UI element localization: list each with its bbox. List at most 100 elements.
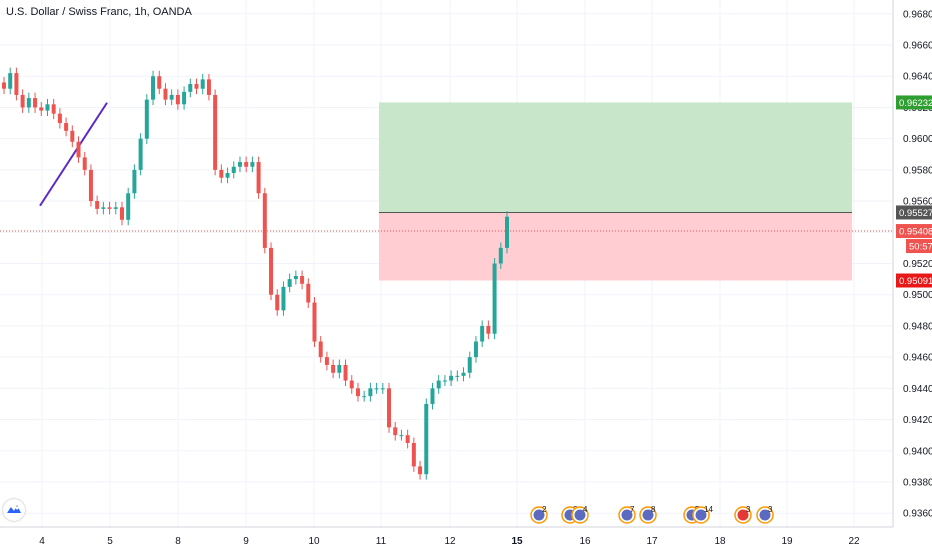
candle-body — [57, 113, 62, 124]
candle-body — [343, 364, 348, 381]
candle-body — [64, 123, 69, 131]
x-tick-label: 11 — [376, 536, 387, 547]
country-flag-icon — [574, 509, 586, 521]
candle-body — [442, 380, 447, 382]
candle-body — [349, 380, 354, 389]
candle-body — [250, 162, 255, 167]
candle-body — [393, 427, 398, 436]
candle-body — [33, 98, 38, 108]
price-tag — [896, 273, 932, 288]
candle-body — [324, 357, 329, 365]
candle-body — [331, 364, 336, 373]
candle-body — [287, 279, 292, 287]
x-tick-label: 17 — [646, 536, 658, 547]
candle-body — [436, 380, 441, 389]
candle-body — [188, 84, 193, 92]
candle-body — [20, 94, 25, 108]
candle-body — [424, 403, 429, 475]
x-tick-label: 18 — [714, 536, 726, 547]
candle-body — [380, 388, 385, 390]
candle-body — [368, 388, 373, 397]
candle-body — [430, 388, 435, 404]
candle-body — [82, 157, 87, 170]
candle-body — [88, 169, 93, 202]
countdown-tag — [906, 239, 932, 254]
event-count: 3 — [746, 505, 751, 514]
candle-body — [237, 162, 242, 167]
candle-body — [119, 207, 124, 220]
loss-zone[interactable] — [379, 212, 852, 281]
price-tag-label: 0.95091 — [899, 276, 932, 287]
candle-body — [362, 396, 367, 398]
economic-events: 2347851433 — [530, 505, 774, 524]
candle-body — [101, 207, 106, 209]
candle-body — [51, 104, 56, 114]
candle-body — [374, 388, 379, 390]
x-tick-label: 19 — [781, 536, 793, 547]
candle-body — [486, 325, 491, 334]
price-tag — [896, 205, 932, 220]
trend-line — [39, 102, 108, 207]
candle-body — [2, 82, 6, 89]
country-flag-icon — [759, 509, 771, 521]
candle-body — [256, 162, 261, 194]
x-tick-label: 15 — [511, 536, 523, 547]
country-flag-icon — [737, 509, 749, 521]
candle-body — [405, 435, 410, 443]
candle-body — [411, 442, 416, 467]
country-flag-icon — [642, 509, 654, 521]
candle-body — [318, 341, 323, 358]
candle-body — [449, 375, 454, 381]
candle-body — [219, 169, 224, 178]
candle-body — [244, 162, 249, 167]
candle-body — [157, 76, 162, 89]
candle-body — [455, 375, 460, 377]
candle-body — [231, 166, 236, 173]
candle-body — [76, 141, 81, 158]
candle-body — [275, 294, 280, 311]
candle-body — [151, 76, 156, 100]
event-count: 14 — [704, 505, 713, 514]
country-flag-icon — [533, 509, 545, 521]
x-tick-label: 12 — [444, 536, 456, 547]
candle-body — [169, 94, 174, 100]
candle-body — [262, 193, 267, 248]
x-tick-label: 5 — [107, 536, 113, 547]
candle-body — [473, 341, 478, 358]
price-tag-label: 0.95527 — [899, 208, 932, 219]
price-tag — [896, 224, 932, 239]
candle-body — [306, 283, 311, 303]
candle-body — [70, 130, 75, 142]
candle-body — [505, 216, 509, 248]
candles — [2, 67, 509, 480]
event-count: 3 — [768, 505, 773, 514]
candle-body — [498, 247, 503, 264]
candle-body — [312, 302, 317, 342]
candle-body — [132, 169, 137, 194]
candle-body — [95, 201, 100, 209]
candle-body — [387, 388, 392, 428]
countdown-label: 50:57 — [909, 242, 932, 253]
candle-body — [163, 88, 168, 100]
tradingview-logo-icon[interactable] — [3, 499, 25, 521]
country-flag-icon — [621, 509, 633, 521]
profit-zone[interactable] — [379, 102, 852, 213]
event-count: 2 — [542, 505, 547, 514]
candle-body — [225, 172, 230, 178]
candle-body — [144, 99, 149, 139]
candle-body — [39, 107, 44, 111]
trend-line-drawing[interactable] — [39, 102, 108, 207]
country-flag-icon — [695, 509, 707, 521]
